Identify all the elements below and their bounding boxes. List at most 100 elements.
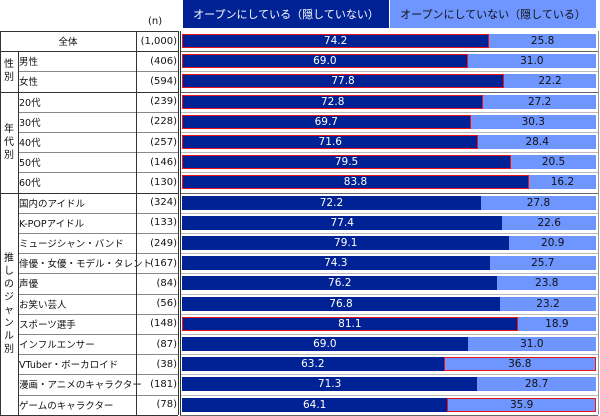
- bar-divider: [180, 394, 598, 396]
- row-label: ミュージシャン・バンド: [19, 239, 124, 251]
- bar-divider: [180, 91, 598, 93]
- chart-divider-inner: [180, 31, 181, 415]
- table-row: ミュージシャン・バンド (249) 79.1 20.9: [0, 233, 600, 253]
- bar-segment-open: 64.1: [182, 397, 448, 412]
- table-row: 女性 (594) 77.8 22.2: [0, 71, 600, 91]
- bar-segment-hidden: 16.2: [528, 175, 596, 190]
- row-n: (78): [156, 399, 177, 411]
- row-divider: [0, 91, 178, 93]
- row-label: VTuber・ボーカロイド: [19, 360, 119, 372]
- row-divider: [0, 51, 178, 53]
- row-divider: [18, 233, 178, 234]
- n-column-header: (n): [148, 16, 163, 27]
- bar-segment-open: 63.2: [182, 357, 444, 372]
- table-row: 20代 (239) 72.8 27.2: [0, 92, 600, 112]
- group-label-char: ン: [4, 317, 14, 329]
- group-label-char: 性: [4, 59, 14, 71]
- stacked-bar: 71.3 28.7: [182, 377, 596, 392]
- bar-divider: [180, 334, 598, 335]
- stacked-bar: 69.7 30.3: [182, 114, 596, 129]
- bar-segment-hidden: 22.6: [502, 215, 596, 230]
- bar-segment-hidden: 27.8: [480, 195, 596, 210]
- table-row: 40代 (257) 71.6 28.4: [0, 132, 600, 152]
- table-row: 男性 (406) 69.0 31.0: [0, 51, 600, 71]
- bar-divider: [180, 152, 598, 154]
- bar-segment-open: 69.7: [182, 114, 471, 129]
- stacked-bar: 79.1 20.9: [182, 236, 596, 250]
- n-divider: [136, 31, 137, 415]
- table-row: 俳優・女優・モデル・タレント (167) 74.3 25.7: [0, 253, 600, 273]
- legend-open: オープンにしている（隠していない）: [183, 0, 389, 28]
- bar-divider: [180, 132, 598, 133]
- stacked-bar: 79.5 20.5: [182, 155, 596, 170]
- group-label-char: 推: [4, 252, 14, 264]
- row-divider: [18, 334, 178, 335]
- bar-divider: [180, 293, 598, 295]
- row-label: 全体: [58, 37, 78, 49]
- group-label-char: ジ: [4, 291, 14, 303]
- group-divider: [18, 91, 19, 193]
- group-label-char: 別: [4, 343, 14, 355]
- bar-segment-open: 76.8: [182, 296, 500, 311]
- table-row: インフルエンサー (87) 69.0 31.0: [0, 334, 600, 354]
- bar-segment-open: 69.0: [182, 337, 468, 351]
- row-label: 俳優・女優・モデル・タレント: [19, 259, 153, 271]
- group-label-char: の: [4, 278, 14, 290]
- bar-divider: [180, 253, 598, 255]
- stacked-bar: 74.2 25.8: [182, 34, 596, 48]
- bar-segment-hidden: 28.4: [478, 135, 596, 149]
- bar-segment-hidden: 23.8: [497, 276, 596, 291]
- row-n: (146): [150, 156, 177, 168]
- row-n: (87): [156, 338, 177, 350]
- group-label-char: ル: [4, 330, 14, 342]
- bar-divider: [180, 354, 598, 356]
- bar-divider: [180, 374, 598, 376]
- stacked-bar: 64.1 35.9: [182, 397, 596, 412]
- row-divider: [18, 172, 178, 174]
- table-row: VTuber・ボーカロイド (38) 63.2 36.8: [0, 354, 600, 374]
- stacked-bar: 71.6 28.4: [182, 135, 596, 149]
- group-label: 年代別: [0, 92, 18, 193]
- bar-divider: [180, 172, 598, 174]
- row-divider: [18, 71, 178, 73]
- bar-segment-open: 79.1: [182, 236, 510, 250]
- row-n: (130): [150, 176, 177, 188]
- chart-divider: [178, 31, 179, 415]
- row-divider: [18, 394, 178, 396]
- group-label-char: 別: [4, 72, 14, 84]
- bar-segment-hidden: 31.0: [467, 54, 596, 69]
- stacked-bar: 74.3 25.7: [182, 256, 596, 271]
- stacked-bar: 81.1 18.9: [182, 316, 596, 331]
- group-label-char: 別: [4, 149, 14, 161]
- row-label: インフルエンサー: [19, 340, 95, 352]
- row-label: お笑い芸人: [19, 299, 67, 311]
- group-label-char: し: [4, 265, 14, 277]
- bar-segment-hidden: 25.7: [489, 256, 596, 271]
- bar-divider: [180, 273, 598, 275]
- bar-segment-hidden: 30.3: [470, 114, 596, 129]
- row-n: (133): [150, 217, 177, 229]
- bar-segment-hidden: 36.8: [443, 357, 596, 372]
- row-n: (1,000): [140, 35, 177, 47]
- bar-segment-open: 74.3: [182, 256, 490, 271]
- group-label-char: 年: [4, 123, 14, 135]
- table-border-right: [598, 31, 599, 415]
- bar-segment-hidden: 20.9: [509, 236, 596, 250]
- row-n: (167): [150, 257, 177, 269]
- row-divider: [18, 354, 178, 356]
- row-label: 女性: [19, 77, 39, 89]
- row-n: (181): [150, 378, 177, 390]
- row-n: (38): [156, 358, 177, 370]
- stacked-bar: 72.8 27.2: [182, 94, 596, 109]
- bar-segment-open: 79.5: [182, 155, 512, 170]
- stacked-bar: 76.2 23.8: [182, 276, 596, 291]
- bar-segment-open: 77.4: [182, 215, 503, 230]
- bar-segment-hidden: 28.7: [477, 377, 596, 392]
- row-divider: [18, 152, 178, 154]
- table-row: スポーツ選手 (148) 81.1 18.9: [0, 314, 600, 334]
- bar-segment-hidden: 23.2: [499, 296, 596, 311]
- table-row: 60代 (130) 83.8 16.2: [0, 172, 600, 192]
- row-n: (324): [150, 197, 177, 209]
- stacked-bar: 72.2 27.8: [182, 195, 596, 210]
- row-label: 60代: [19, 178, 41, 190]
